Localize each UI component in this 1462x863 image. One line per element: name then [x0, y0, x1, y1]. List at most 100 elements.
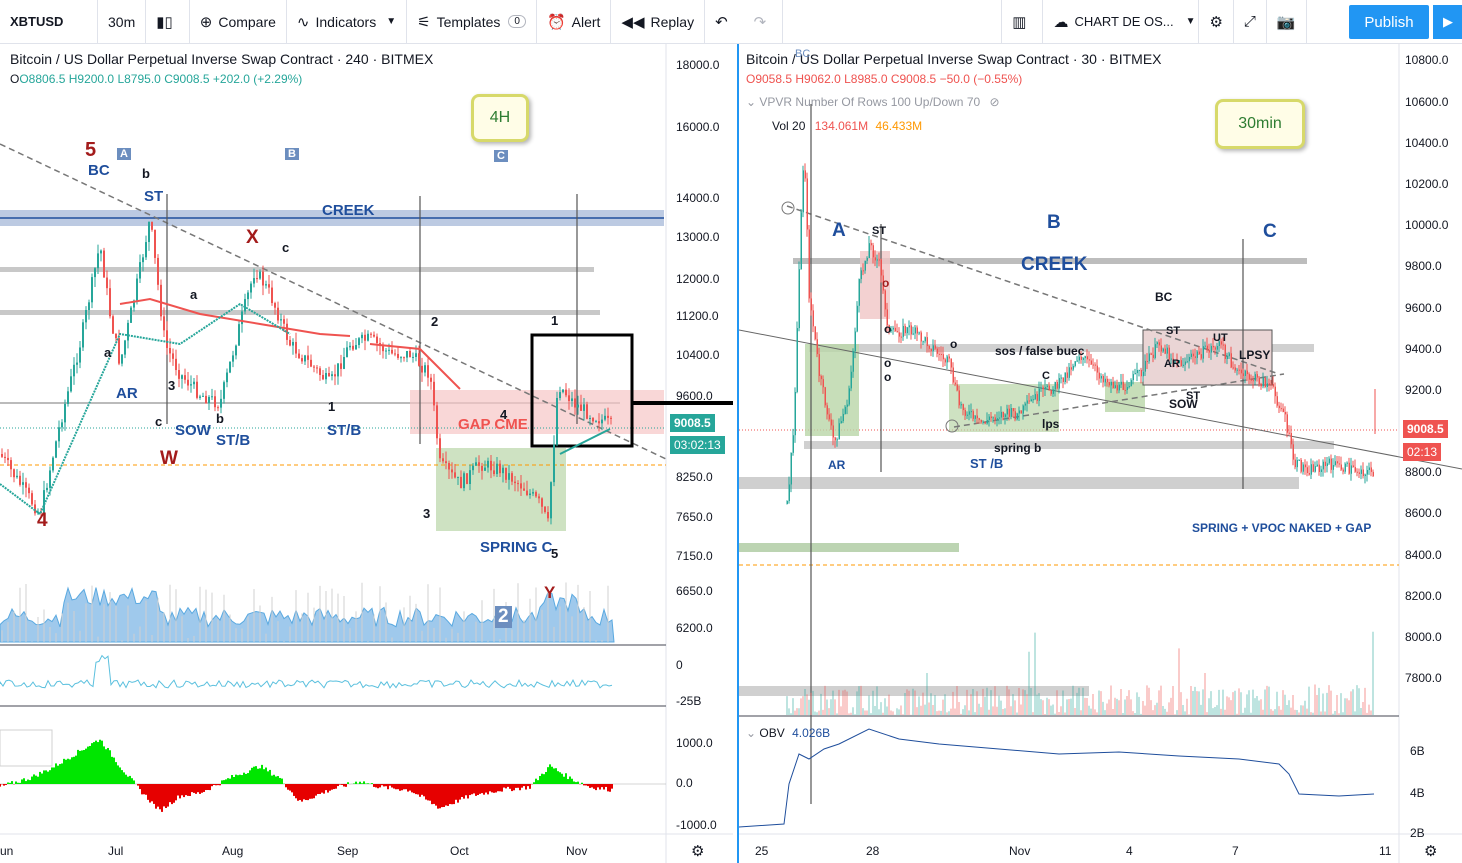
- annotation-ut[interactable]: UT: [1213, 332, 1228, 344]
- candle-body: [902, 326, 904, 337]
- annotation-ar2[interactable]: AR: [1164, 358, 1180, 370]
- layout-button[interactable]: ▥: [1001, 0, 1044, 44]
- annotation-a[interactable]: A: [832, 220, 846, 241]
- annotation-b_small2[interactable]: b: [216, 411, 224, 426]
- compare-button[interactable]: ⊕ Compare: [190, 0, 287, 44]
- fullscreen-button[interactable]: ⤢: [1234, 0, 1267, 44]
- annotation-y[interactable]: Y: [544, 583, 556, 602]
- candle-body: [421, 365, 423, 373]
- annotation-st_b2[interactable]: ST/B: [327, 422, 362, 439]
- redo-button[interactable]: ↷: [744, 0, 784, 44]
- candle-body: [1206, 345, 1208, 351]
- annotation-four[interactable]: 4: [37, 510, 48, 531]
- indicators-button[interactable]: ∿ Indicators ▼: [287, 0, 408, 44]
- annotation-st3[interactable]: ST: [1186, 390, 1201, 402]
- annotation-o4[interactable]: o: [884, 370, 892, 384]
- alert-button[interactable]: ⏰ Alert: [537, 0, 612, 44]
- undo-button[interactable]: ↶: [705, 0, 744, 44]
- annotation-lps[interactable]: lps: [1042, 417, 1060, 431]
- candle-body: [1300, 459, 1302, 472]
- annotation-o5[interactable]: o: [950, 337, 958, 351]
- annotation-five[interactable]: 5: [85, 139, 97, 161]
- right-chart-canvas[interactable]: [739, 44, 1462, 863]
- play-button[interactable]: ▶: [1432, 5, 1462, 39]
- candle-body: [1330, 458, 1332, 470]
- annotation-c_small[interactable]: C: [1042, 370, 1050, 382]
- candle-body: [1222, 344, 1224, 346]
- annotation-bc[interactable]: BC: [88, 162, 110, 179]
- indicators-icon: ∿: [296, 13, 310, 31]
- candle-body: [1068, 367, 1070, 378]
- annotation-c_small[interactable]: c: [282, 240, 290, 255]
- candle-body: [160, 284, 162, 317]
- chart-pane-right[interactable]: Bitcoin / US Dollar Perpetual Inverse Sw…: [737, 44, 1462, 863]
- annotation-spring_b[interactable]: spring b: [994, 441, 1042, 455]
- annotation-creek[interactable]: CREEK: [1021, 254, 1088, 275]
- candle-body: [196, 381, 198, 398]
- annotation-bc_top[interactable]: BC: [795, 48, 811, 60]
- annotation-spring_c[interactable]: SPRING C: [480, 539, 553, 556]
- collapse-icon[interactable]: ⌄: [746, 95, 757, 109]
- annotation-sos_false[interactable]: sos / false buec: [995, 344, 1085, 358]
- annotation-sow[interactable]: SOW: [175, 422, 211, 439]
- annotation-x[interactable]: X: [246, 227, 259, 248]
- annotation-ar[interactable]: AR: [828, 458, 846, 472]
- interval-button[interactable]: 30m: [98, 0, 147, 44]
- publish-button[interactable]: Publish: [1349, 5, 1429, 39]
- chart-pane-left[interactable]: Bitcoin / US Dollar Perpetual Inverse Sw…: [0, 44, 733, 863]
- annotation-bc[interactable]: BC: [1155, 290, 1173, 304]
- annotation-b_small[interactable]: b: [142, 166, 150, 181]
- annotation-a_small2[interactable]: a: [104, 345, 112, 360]
- candle-body: [67, 391, 69, 404]
- annotation-a_box[interactable]: A: [117, 148, 131, 160]
- annotation-a_small[interactable]: a: [190, 287, 198, 302]
- annotation-three[interactable]: 3: [168, 378, 176, 393]
- obv-axis-mid: 4B: [1410, 786, 1425, 800]
- collapse-icon[interactable]: ⌄: [746, 726, 757, 740]
- annotation-lpsy[interactable]: LPSY: [1239, 348, 1271, 362]
- layout-name-button[interactable]: ☁ CHART DE OS... ▼: [1043, 0, 1200, 44]
- candle-body: [79, 347, 81, 363]
- snapshot-button[interactable]: 📷: [1267, 0, 1307, 44]
- annotation-w[interactable]: W: [160, 448, 178, 469]
- annotation-b_box[interactable]: B: [285, 148, 299, 160]
- annotation-c_box[interactable]: C: [494, 150, 508, 162]
- annotation-spring_vpoc[interactable]: SPRING + VPOC NAKED + GAP: [1192, 521, 1372, 535]
- annotation-five2[interactable]: 5: [551, 546, 559, 561]
- annotation-ar[interactable]: AR: [116, 385, 138, 402]
- annotation-two[interactable]: 2: [431, 314, 439, 329]
- annotation-gap_cme[interactable]: GAP CME: [458, 416, 528, 433]
- candle-body: [1244, 370, 1246, 376]
- symbol-search[interactable]: XBTUSD: [0, 0, 98, 44]
- annotation-two_box[interactable]: 2: [495, 606, 512, 628]
- templates-button[interactable]: ⚟ Templates 0: [407, 0, 537, 44]
- annotation-creek[interactable]: CREEK: [322, 202, 375, 219]
- annotation-st[interactable]: ST: [144, 188, 164, 205]
- annotation-o1[interactable]: o: [882, 276, 890, 290]
- annotation-st[interactable]: ST: [872, 225, 887, 237]
- annotation-b[interactable]: B: [1047, 212, 1061, 233]
- annotation-st_b[interactable]: ST /B: [970, 456, 1004, 471]
- annotation-st2[interactable]: ST: [1166, 325, 1181, 337]
- annotation-one2[interactable]: 1: [551, 313, 559, 328]
- annotation-three2[interactable]: 3: [423, 506, 431, 521]
- replay-button[interactable]: ◀◀ Replay: [611, 0, 706, 44]
- annotation-o3[interactable]: o: [884, 356, 892, 370]
- chart-type-button[interactable]: ▮▯: [146, 0, 190, 44]
- annotation-c_small2[interactable]: c: [155, 414, 163, 429]
- gear-icon[interactable]: ⚙: [1424, 843, 1438, 860]
- annotation-st_b[interactable]: ST/B: [216, 432, 251, 449]
- annotation-c[interactable]: C: [1263, 221, 1277, 242]
- candle-body: [91, 277, 93, 303]
- eye-hidden-icon[interactable]: ⊘: [989, 95, 1000, 109]
- annotation-o2[interactable]: o: [884, 322, 892, 336]
- settings-button[interactable]: ⚙: [1199, 0, 1234, 44]
- annotation-sow[interactable]: SOW: [1169, 397, 1198, 411]
- candle-body: [1290, 433, 1292, 445]
- annotation-four2[interactable]: 4: [500, 407, 508, 422]
- gear-icon[interactable]: ⚙: [691, 843, 705, 860]
- vpvr-legend[interactable]: ⌄ VPVR Number Of Rows 100 Up/Down 70 ⊘: [746, 95, 1000, 109]
- left-chart-canvas[interactable]: [0, 44, 733, 863]
- annotation-one[interactable]: 1: [328, 399, 336, 414]
- candle-body: [157, 257, 159, 285]
